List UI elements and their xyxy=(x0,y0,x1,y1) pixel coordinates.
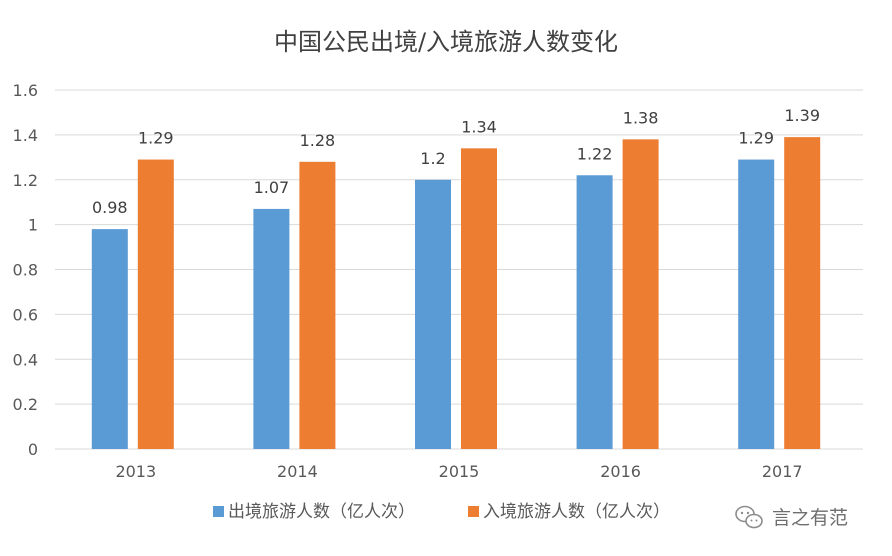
chart-title: 中国公民出境/入境旅游人数变化 xyxy=(274,28,618,56)
bar-outbound xyxy=(253,208,290,449)
x-axis-ticks: 2013 2014 2015 2016 2017 xyxy=(115,462,802,481)
legend-label: 入境旅游人数（亿人次） xyxy=(483,502,670,522)
legend-swatch xyxy=(213,506,224,517)
data-label: 1.2 xyxy=(420,149,445,168)
bar-outbound xyxy=(415,179,451,449)
data-label: 1.38 xyxy=(623,108,659,127)
watermark: 言之有范 xyxy=(735,505,848,529)
data-label: 1.22 xyxy=(577,144,613,163)
data-label: 1.29 xyxy=(138,129,174,148)
bar-inbound xyxy=(299,161,336,450)
y-tick-label: 0 xyxy=(28,440,38,459)
x-tick-label: 2015 xyxy=(439,462,480,481)
y-tick-label: 0.8 xyxy=(13,261,38,280)
bar-outbound xyxy=(576,175,613,449)
y-axis-ticks: 0 0.2 0.4 0.6 0.8 1 1.2 1.4 1.6 xyxy=(13,81,38,459)
x-tick-label: 2016 xyxy=(600,462,641,481)
data-label: 1.29 xyxy=(738,129,774,148)
data-label: 1.28 xyxy=(300,131,336,150)
y-tick-label: 1.4 xyxy=(13,126,38,145)
y-tick-label: 0.2 xyxy=(13,395,38,414)
bars xyxy=(91,137,821,450)
y-tick-label: 0.4 xyxy=(13,350,38,369)
bar-outbound xyxy=(738,159,775,449)
bar-inbound xyxy=(784,137,821,449)
data-label: 1.39 xyxy=(784,106,820,125)
data-label: 1.07 xyxy=(254,178,290,197)
data-labels: 0.98 1.29 1.07 1.28 1.2 1.34 1.22 1.38 1.29 1.39 xyxy=(92,106,820,217)
x-tick-label: 2014 xyxy=(277,462,318,481)
x-tick-label: 2013 xyxy=(115,462,156,481)
y-tick-label: 1.2 xyxy=(13,171,38,190)
data-label: 0.98 xyxy=(92,198,128,217)
bar-inbound xyxy=(461,148,497,449)
y-tick-label: 1 xyxy=(28,216,38,235)
legend: 出境旅游人数（亿人次） 入境旅游人数（亿人次） xyxy=(213,502,670,522)
data-label: 1.34 xyxy=(461,117,497,136)
bar-inbound xyxy=(137,159,174,449)
x-tick-label: 2017 xyxy=(762,462,803,481)
y-tick-label: 0.6 xyxy=(13,305,38,324)
legend-swatch xyxy=(468,506,479,517)
wechat-icon xyxy=(735,505,763,529)
y-tick-label: 1.6 xyxy=(13,81,38,100)
gridlines xyxy=(55,89,863,450)
bar-outbound xyxy=(91,229,128,449)
legend-label: 出境旅游人数（亿人次） xyxy=(228,502,415,522)
watermark-text: 言之有范 xyxy=(772,507,848,529)
bar-inbound xyxy=(622,139,659,450)
